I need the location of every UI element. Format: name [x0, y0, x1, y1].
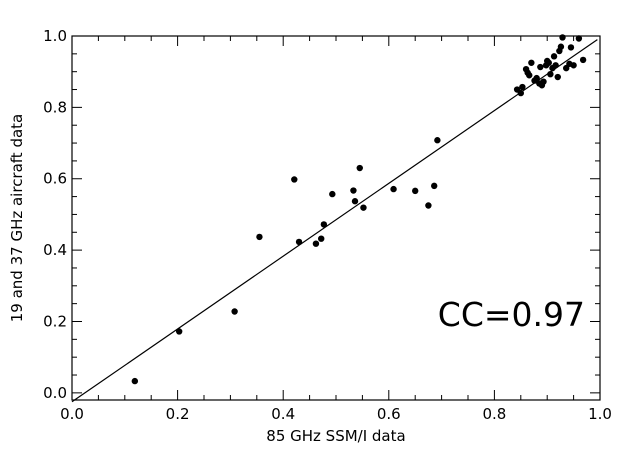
- x-tick-label: 0.6: [377, 405, 401, 423]
- data-point: [431, 182, 438, 190]
- data-points: [131, 34, 587, 385]
- data-point: [312, 240, 320, 247]
- data-point: [537, 63, 544, 71]
- data-point: [356, 164, 363, 172]
- y-tick-label: 0.2: [43, 312, 67, 330]
- regression-line: [71, 39, 598, 403]
- x-tick-label: 1.0: [588, 405, 612, 423]
- data-point: [570, 62, 577, 69]
- data-point: [517, 89, 524, 97]
- data-point: [550, 53, 558, 60]
- x-axis-title: 85 GHz SSM/I data: [266, 427, 405, 445]
- y-tick-label: 0.6: [43, 170, 67, 188]
- y-tick-label: 0.0: [43, 384, 67, 402]
- data-point: [131, 377, 139, 385]
- y-tick-label: 1.0: [43, 27, 67, 45]
- data-point: [554, 73, 561, 81]
- data-point: [390, 185, 397, 193]
- data-point: [567, 44, 575, 51]
- x-tick-label: 0.0: [60, 405, 84, 423]
- data-point: [329, 190, 336, 198]
- x-tick-label: 0.2: [166, 405, 190, 423]
- y-axis-title: 19 and 37 GHz aircraft data: [8, 114, 26, 323]
- data-point: [291, 176, 298, 183]
- data-point: [540, 78, 547, 85]
- data-point: [295, 238, 303, 246]
- data-point: [533, 74, 540, 82]
- data-point: [528, 59, 535, 66]
- data-point: [360, 204, 367, 211]
- y-tick-label: 0.4: [43, 241, 67, 259]
- data-point: [557, 43, 565, 50]
- data-point: [320, 221, 328, 228]
- data-point: [256, 233, 263, 241]
- x-tick-label: 0.4: [271, 405, 295, 423]
- data-point: [351, 198, 359, 205]
- data-point: [545, 59, 552, 66]
- data-point: [175, 328, 183, 335]
- y-tick-label: 0.8: [43, 98, 67, 116]
- data-point: [547, 70, 554, 78]
- data-point: [526, 72, 533, 79]
- data-point: [231, 308, 238, 315]
- data-point: [559, 34, 566, 41]
- data-point: [425, 202, 432, 209]
- axis-ticks: [71, 35, 601, 400]
- data-point: [412, 187, 419, 195]
- correlation-annotation: CC=0.97: [438, 295, 585, 334]
- data-point: [579, 56, 587, 64]
- tick-labels: 0.0 0.2 0.4 0.6 0.8 1.0 0.0 0.2 0.4 0.6 0.8 1.0: [43, 27, 612, 423]
- data-point: [575, 35, 583, 42]
- x-tick-label: 0.8: [482, 405, 506, 423]
- data-point: [434, 137, 441, 144]
- data-point: [552, 62, 559, 69]
- data-point: [519, 83, 526, 91]
- data-point: [318, 235, 325, 242]
- data-point: [350, 187, 357, 194]
